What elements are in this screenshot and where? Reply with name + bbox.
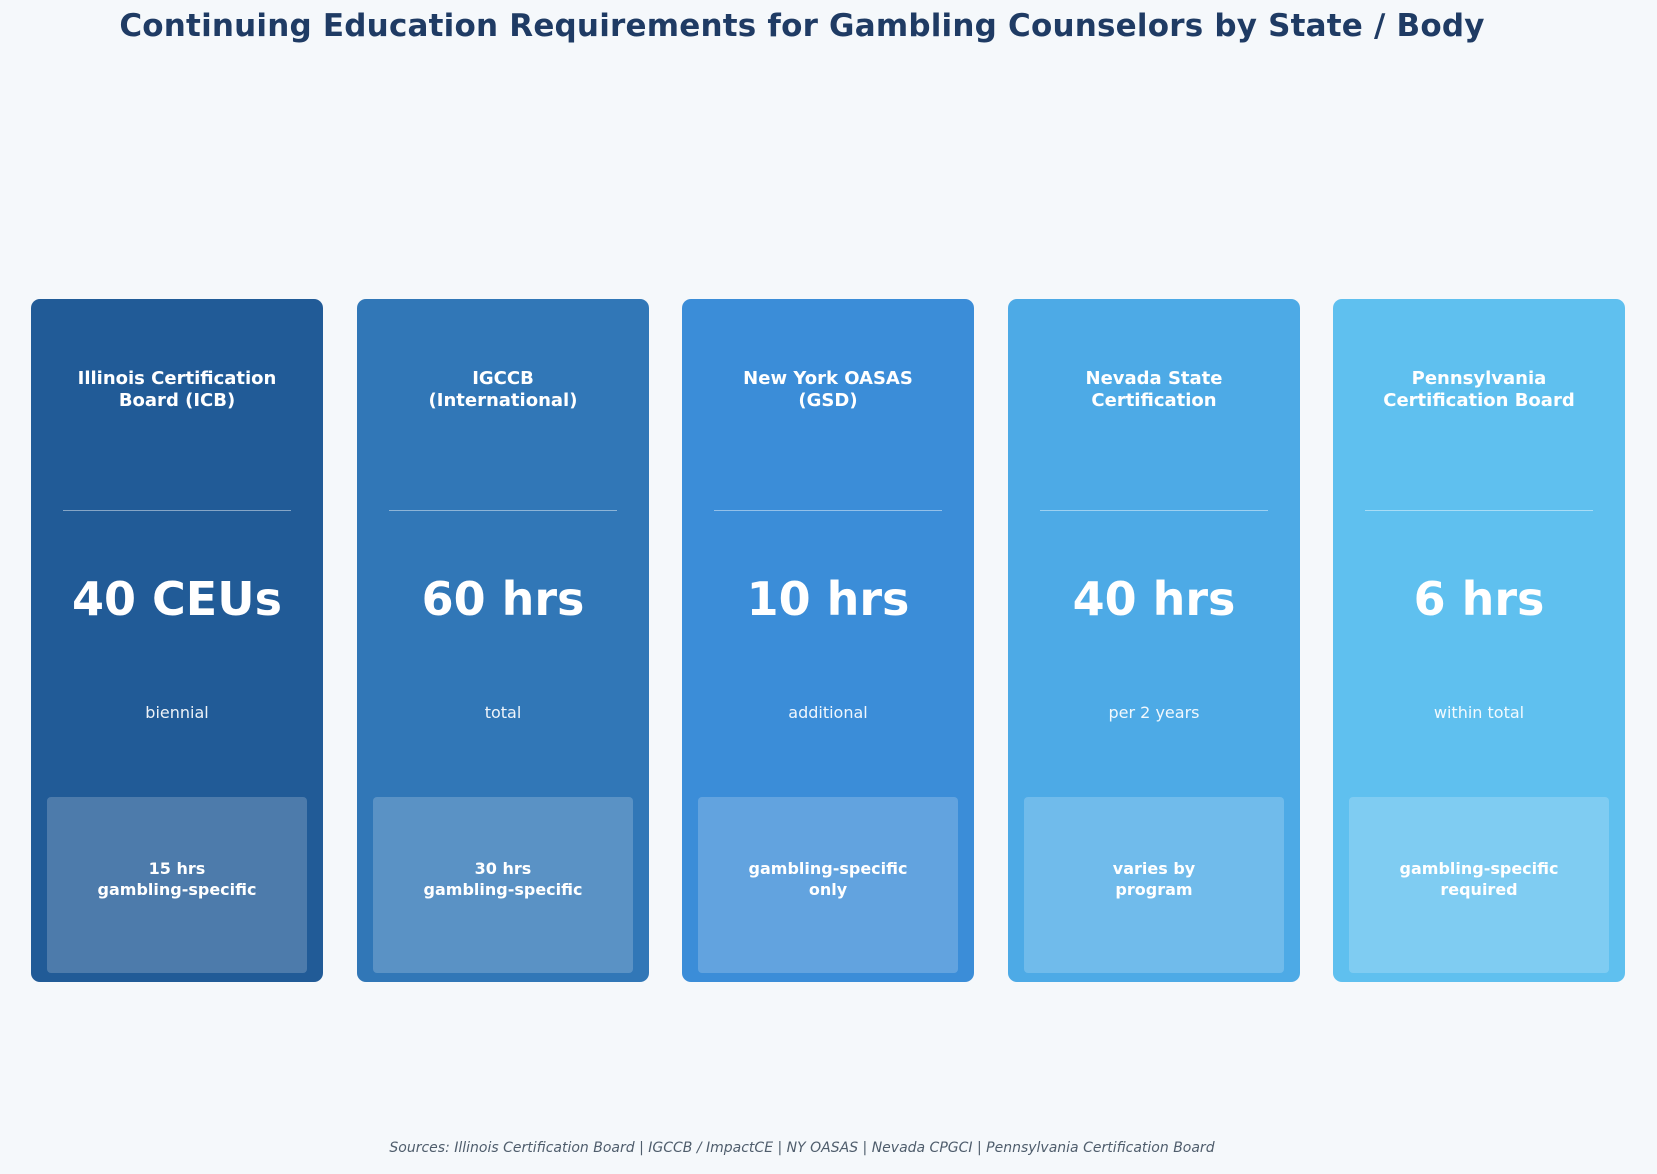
card-illinois: Illinois Certification Board (ICB) 40 CE… xyxy=(31,299,323,982)
card-requirement-value: 40 hrs xyxy=(1072,572,1236,626)
card-note-box: 30 hrs gambling-specific xyxy=(373,797,633,973)
card-body-name: Pennsylvania Certification Board xyxy=(1383,368,1575,411)
card-body-name: IGCCB (International) xyxy=(428,368,578,411)
card-pennsylvania: Pennsylvania Certification Board 6 hrs w… xyxy=(1333,299,1625,982)
card-igccb: IGCCB (International) 60 hrs total 30 hr… xyxy=(357,299,649,982)
card-requirement-value: 40 CEUs xyxy=(72,572,282,626)
card-divider xyxy=(389,510,617,511)
sources-footnote: Sources: Illinois Certification Board | … xyxy=(389,1140,1215,1156)
card-requirement-qualifier: biennial xyxy=(145,703,209,722)
card-note-box: varies by program xyxy=(1024,797,1284,973)
card-note-text: gambling-specific only xyxy=(748,859,908,899)
card-divider xyxy=(714,510,942,511)
page-title: Continuing Education Requirements for Ga… xyxy=(119,8,1485,44)
card-note-text: gambling-specific required xyxy=(1399,859,1559,899)
card-requirement-value: 60 hrs xyxy=(421,572,585,626)
card-note-text: varies by program xyxy=(1112,859,1196,899)
card-note-box: gambling-specific only xyxy=(698,797,958,973)
card-requirement-qualifier: within total xyxy=(1433,703,1525,722)
card-requirement-value: 6 hrs xyxy=(1413,572,1545,626)
card-note-text: 15 hrs gambling-specific xyxy=(97,859,257,899)
card-body-name: New York OASAS (GSD) xyxy=(743,368,913,411)
card-new-york: New York OASAS (GSD) 10 hrs additional g… xyxy=(682,299,974,982)
card-note-text: 30 hrs gambling-specific xyxy=(423,859,583,899)
card-requirement-value: 10 hrs xyxy=(746,572,910,626)
card-divider xyxy=(63,510,291,511)
card-divider xyxy=(1040,510,1268,511)
card-requirement-qualifier: additional xyxy=(788,703,868,722)
card-body-name: Illinois Certification Board (ICB) xyxy=(77,368,277,411)
card-requirement-qualifier: total xyxy=(484,703,522,722)
card-note-box: 15 hrs gambling-specific xyxy=(47,797,307,973)
card-requirement-qualifier: per 2 years xyxy=(1108,703,1200,722)
card-nevada: Nevada State Certification 40 hrs per 2 … xyxy=(1008,299,1300,982)
card-body-name: Nevada State Certification xyxy=(1085,368,1223,411)
card-note-box: gambling-specific required xyxy=(1349,797,1609,973)
card-divider xyxy=(1365,510,1593,511)
